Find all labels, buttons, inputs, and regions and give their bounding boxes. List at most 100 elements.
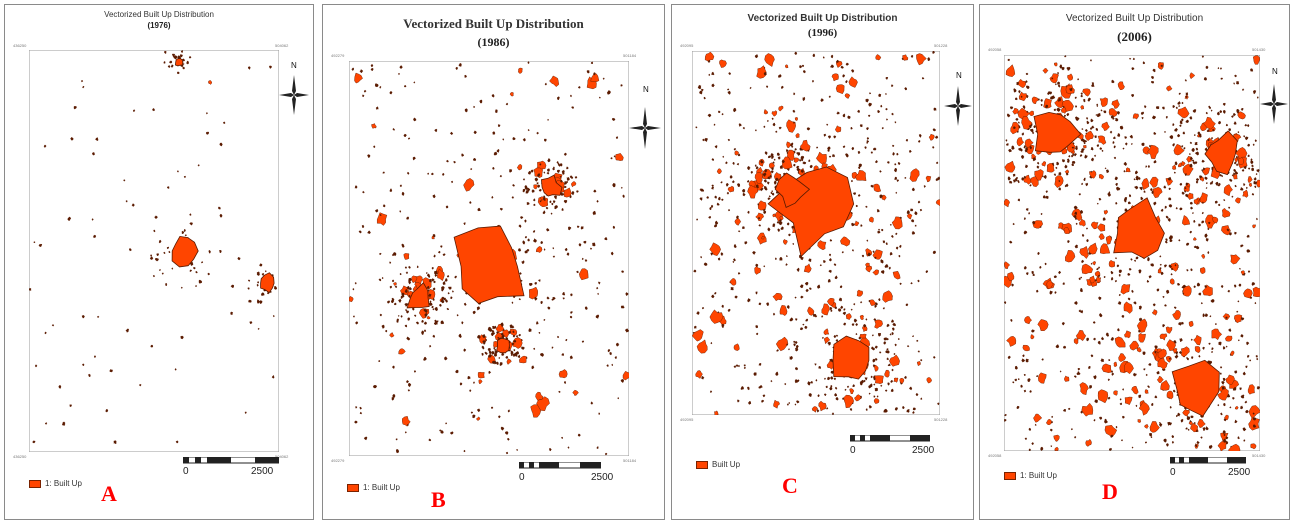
built-up-patch <box>1255 173 1258 176</box>
built-up-patch <box>516 449 518 451</box>
built-up-patch <box>1179 182 1183 186</box>
built-up-patch <box>762 394 766 398</box>
built-up-patch <box>1170 273 1173 276</box>
coord-bottom-right: 501430 <box>1252 453 1266 458</box>
built-up-patch <box>870 375 873 379</box>
built-up-patch <box>1247 354 1250 358</box>
built-up-patch <box>495 109 498 113</box>
built-up-patch <box>1191 356 1194 359</box>
built-up-patch <box>836 111 840 115</box>
built-up-patch <box>873 147 877 151</box>
built-up-patch <box>1254 301 1257 305</box>
built-up-patch <box>872 250 875 254</box>
built-up-patch <box>1172 143 1175 147</box>
built-up-patch <box>515 350 520 355</box>
built-up-patch <box>709 390 713 393</box>
built-up-patch <box>1117 300 1122 305</box>
built-up-patch <box>778 105 784 112</box>
built-up-patch <box>1103 209 1108 215</box>
built-up-patch <box>733 343 740 351</box>
built-up-patch <box>1211 137 1214 140</box>
built-up-patch <box>1145 165 1148 168</box>
built-up-patch <box>1080 94 1083 98</box>
built-up-patch <box>803 161 807 165</box>
built-up-patch <box>391 279 395 283</box>
built-up-patch <box>1071 163 1074 166</box>
built-up-patch <box>536 182 539 185</box>
built-up-patch <box>780 85 784 89</box>
built-up-patch <box>803 263 812 273</box>
built-up-patch <box>424 312 428 318</box>
legend-swatch <box>1004 471 1016 480</box>
built-up-patch <box>183 175 186 179</box>
built-up-patch <box>1218 121 1221 125</box>
built-up-patch <box>1007 176 1011 181</box>
built-up-patch <box>552 255 556 258</box>
built-up-patch <box>760 159 764 164</box>
built-up-patch <box>470 411 474 414</box>
built-up-patch <box>439 429 442 432</box>
built-up-patch <box>808 258 812 263</box>
built-up-patch <box>497 336 500 339</box>
built-up-patch <box>1113 156 1116 160</box>
built-up-patch <box>533 198 536 202</box>
built-up-patch <box>814 363 817 366</box>
built-up-patch <box>1066 66 1071 71</box>
built-up-patch <box>432 308 435 311</box>
built-up-patch <box>533 238 537 243</box>
built-up-patch <box>563 199 568 204</box>
built-up-patch <box>772 161 775 164</box>
built-up-patch <box>1204 285 1207 288</box>
built-up-patch <box>565 338 568 342</box>
built-up-patch <box>444 356 448 361</box>
built-up-patch <box>1149 188 1153 192</box>
built-up-patch <box>496 149 500 153</box>
built-up-patch <box>851 222 855 227</box>
built-up-patch <box>908 386 913 391</box>
built-up-patch <box>174 55 178 59</box>
legend-swatch <box>696 460 708 469</box>
built-up-patch <box>604 452 608 456</box>
built-up-patch <box>1236 310 1239 313</box>
legend-swatch <box>347 483 359 492</box>
built-up-patch <box>1179 124 1182 127</box>
built-up-patch <box>1223 184 1233 197</box>
built-up-patch <box>851 69 855 73</box>
built-up-patch <box>882 290 893 303</box>
built-up-patch <box>1245 409 1249 414</box>
built-up-patch <box>438 250 441 254</box>
built-up-patch <box>886 118 889 121</box>
built-up-patch <box>1238 283 1242 287</box>
built-up-patch <box>1073 338 1079 345</box>
built-up-patch <box>781 159 785 164</box>
built-up-patch <box>791 225 795 229</box>
built-up-patch <box>1059 370 1062 373</box>
built-up-patch <box>1016 81 1020 86</box>
built-up-patch <box>509 92 514 97</box>
built-up-patch <box>1083 145 1087 149</box>
built-up-patch <box>1189 156 1193 160</box>
built-up-patch <box>701 88 704 92</box>
built-up-patch <box>711 83 715 88</box>
built-up-patch <box>1033 413 1043 423</box>
built-up-patch <box>740 386 744 390</box>
built-up-patch <box>442 253 446 256</box>
built-up-patch <box>536 173 541 177</box>
built-up-patch <box>1185 92 1189 96</box>
built-up-patch <box>1189 141 1193 144</box>
built-up-patch <box>1097 135 1107 145</box>
built-up-patch <box>1112 141 1115 145</box>
built-up-patch <box>586 70 590 74</box>
built-up-patch <box>1156 370 1160 375</box>
built-up-patch <box>1029 183 1032 187</box>
built-up-patch <box>810 380 813 384</box>
built-up-patch <box>1224 414 1229 421</box>
built-up-patch <box>1124 136 1128 140</box>
built-up-patch <box>476 306 481 311</box>
built-up-patch <box>155 257 159 262</box>
built-up-patch <box>1222 377 1226 382</box>
built-up-patch <box>599 96 601 99</box>
built-up-patch <box>721 113 724 116</box>
built-up-patch <box>935 199 940 207</box>
built-up-patch <box>1080 309 1084 314</box>
